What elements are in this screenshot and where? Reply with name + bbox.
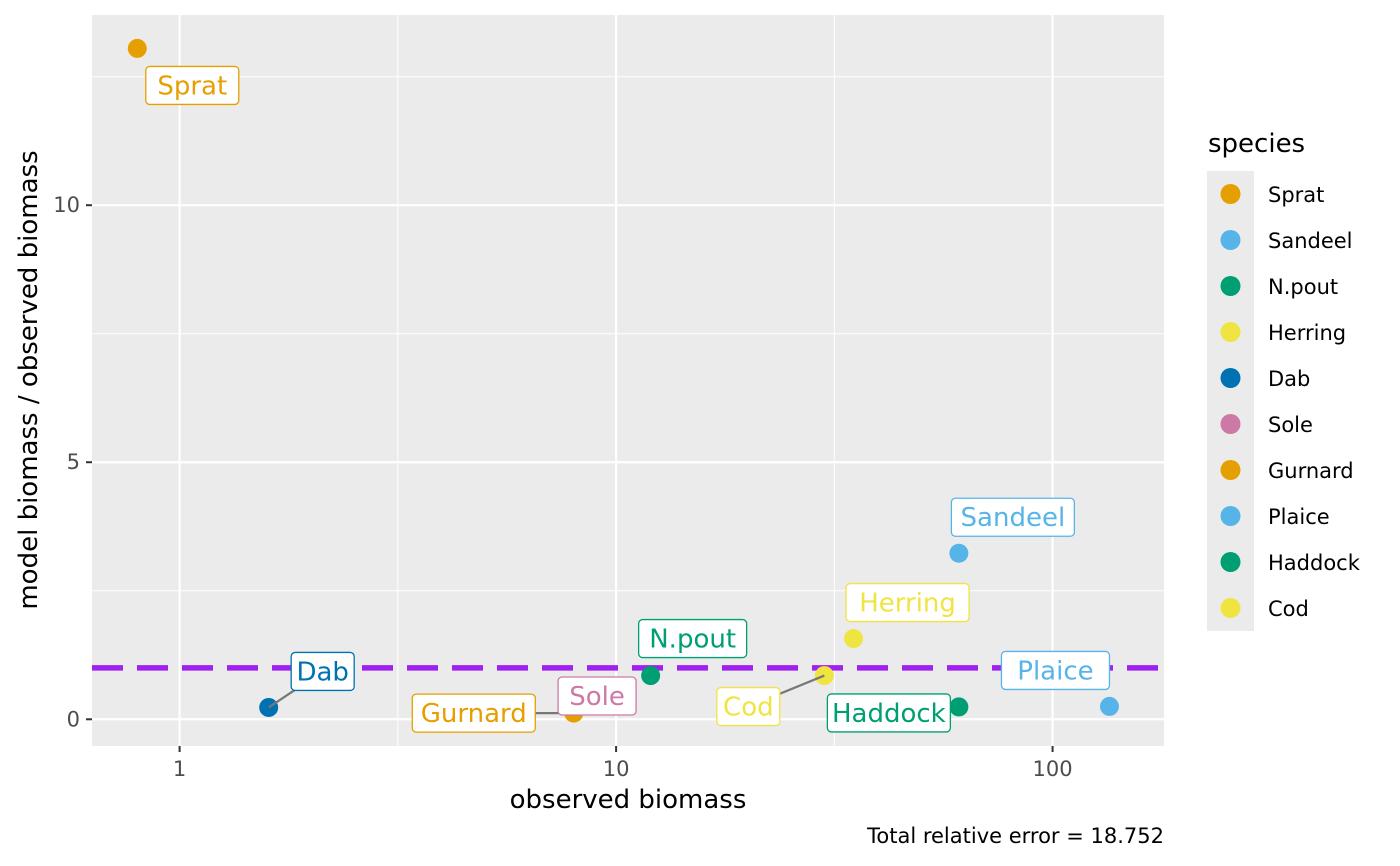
label-box [290,651,355,692]
label-text: N.pout [649,625,736,655]
point-sandeel [949,543,969,563]
legend-key [1220,230,1241,250]
legend-key [1220,184,1241,204]
label-text: Herring [859,589,956,619]
x-tick-label: 1 [173,757,186,781]
label-text: Sprat [157,71,227,101]
legend-key [1220,322,1241,342]
label-gurnard: Gurnard [411,693,574,733]
legend-label: Sandeel [1268,229,1353,253]
total-error-caption: Total relative error = 18.752 [867,824,1164,848]
legend-label: Herring [1268,321,1346,345]
label-text: Cod [723,693,774,723]
label-herring: Herring [845,582,970,623]
x-axis-title: observed biomass [510,785,747,815]
legend-label: Cod [1268,597,1309,621]
point-labels: Gurnard Sole Dab Cod Haddock N.pout Herring San… [145,65,1111,733]
legend-label: Gurnard [1268,459,1354,483]
y-tick-label: 5 [67,450,80,474]
label-box [145,65,240,106]
point-npout [641,666,661,686]
point-herring [844,629,864,649]
label-box [950,497,1076,537]
legend-key [1220,506,1241,526]
legend-label: Plaice [1268,505,1330,529]
label-box [826,693,952,733]
legend-key [1220,276,1241,296]
label-sprat: Sprat [145,65,240,106]
plot-panel [92,15,1164,746]
y-axis-title: model biomass / observed biomass [14,150,44,609]
legend-key [1220,414,1241,434]
label-npout: N.pout [637,618,748,659]
legend-label: Sole [1268,413,1313,437]
label-text: Plaice [1017,656,1093,686]
label-plaice: Plaice [1000,650,1111,691]
legend-label: N.pout [1268,275,1338,299]
label-text: Gurnard [421,699,527,729]
legend-key [1220,368,1241,388]
legend: species Sprat Sandeel N.pout Herring Dab Sole… [1207,129,1361,631]
point-plaice [1099,696,1119,716]
y-tick-label: 0 [67,707,80,731]
legend-key [1220,460,1241,480]
y-tick-label: 10 [53,193,80,217]
legend-title: species [1208,129,1305,159]
label-box [411,693,536,733]
label-text: Sandeel [961,503,1066,533]
legend-label: Dab [1268,367,1310,391]
label-text: Haddock [832,699,946,729]
x-tick-label: 100 [1033,757,1073,781]
label-text: Dab [296,657,348,687]
legend-label: Sprat [1268,183,1324,207]
grid-lines [92,15,1164,746]
label-box [716,686,781,727]
legend-key [1220,552,1241,572]
point-haddock [949,697,969,717]
label-box [557,676,637,716]
label-box [845,582,970,623]
point-sprat [127,38,147,58]
label-sole: Sole [557,676,637,716]
label-box [1000,650,1111,691]
label-cod: Cod [716,674,825,727]
label-text: Sole [569,682,625,712]
legend-label: Haddock [1268,551,1361,575]
label-haddock: Haddock [826,693,952,733]
x-tick-label: 10 [603,757,630,781]
axes: 0 5 10 1 10 100 [53,193,1072,781]
label-dab: Dab [268,651,355,709]
label-sandeel: Sandeel [950,497,1076,537]
label-box [637,618,748,659]
legend-key [1220,598,1241,618]
